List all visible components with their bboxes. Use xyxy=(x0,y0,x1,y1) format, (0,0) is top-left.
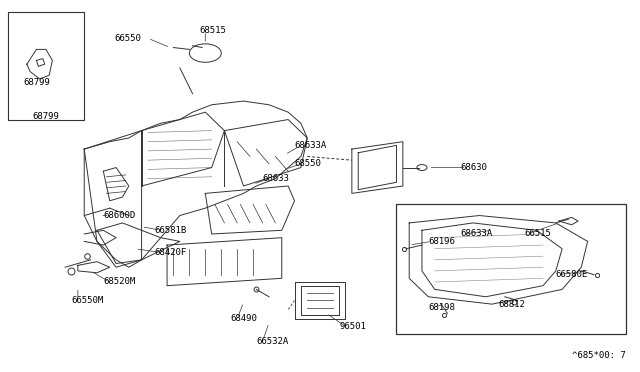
Text: 68198: 68198 xyxy=(428,303,455,312)
Text: 66515: 66515 xyxy=(524,230,551,238)
Text: 68520M: 68520M xyxy=(103,278,136,286)
Text: 68420F: 68420F xyxy=(154,248,187,257)
Text: 66550M: 66550M xyxy=(72,296,104,305)
Text: 68550: 68550 xyxy=(294,159,321,169)
Text: 68812: 68812 xyxy=(499,300,525,309)
Text: 68799: 68799 xyxy=(23,78,50,87)
Text: 96501: 96501 xyxy=(339,322,366,331)
Text: 66532A: 66532A xyxy=(256,337,289,346)
Bar xyxy=(8,13,84,119)
Text: 68196: 68196 xyxy=(428,237,455,246)
Text: 68633A: 68633A xyxy=(294,141,327,150)
Text: 66581B: 66581B xyxy=(154,226,187,235)
Text: 68630: 68630 xyxy=(460,163,487,172)
Text: 66550: 66550 xyxy=(115,34,141,43)
Text: ^685*00: 7: ^685*00: 7 xyxy=(572,351,626,360)
Text: 68633: 68633 xyxy=(262,174,289,183)
Text: 68799: 68799 xyxy=(33,112,60,121)
Text: 68490: 68490 xyxy=(231,314,258,323)
Text: 68633A: 68633A xyxy=(460,230,492,238)
Text: 68600D: 68600D xyxy=(103,211,136,220)
Bar xyxy=(396,205,626,334)
Text: 66580E: 66580E xyxy=(556,270,588,279)
Text: 68515: 68515 xyxy=(199,26,226,35)
